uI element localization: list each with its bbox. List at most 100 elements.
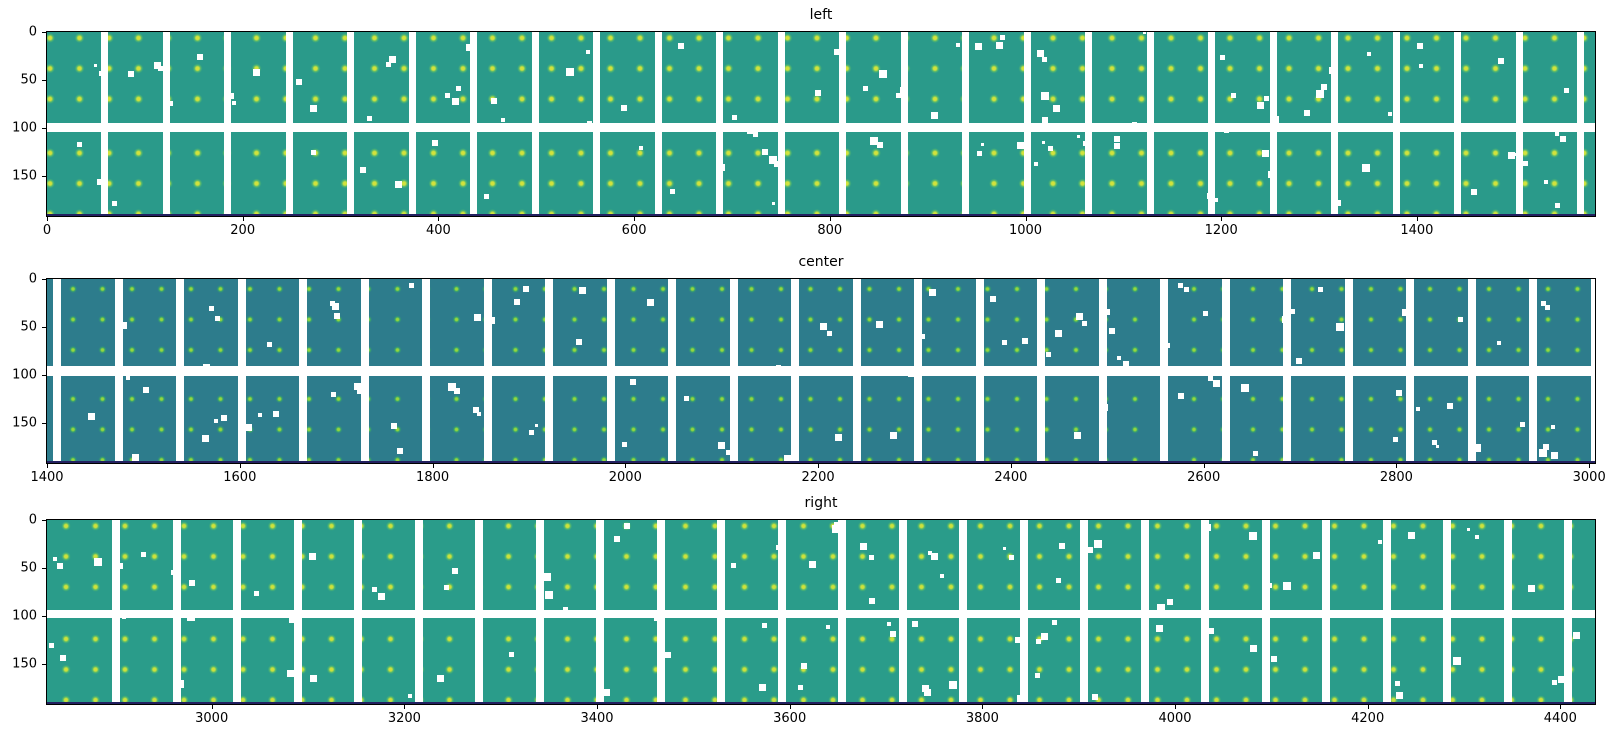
x-tick-mark — [1367, 705, 1369, 709]
dead-pixel — [228, 93, 235, 100]
dead-pixel — [484, 193, 490, 199]
x-tick-label: 1000 — [1008, 223, 1043, 238]
dead-pixel — [1320, 84, 1327, 91]
dead-pixel — [444, 584, 449, 590]
x-tick-label: 400 — [425, 223, 451, 238]
subplot-left-y-axis: 0 50 100 150 — [0, 25, 46, 217]
dead-pixel — [775, 369, 780, 374]
dead-pixel — [930, 553, 938, 561]
dead-pixel — [1407, 532, 1415, 540]
dead-pixel — [732, 115, 738, 121]
x-tick-label: 0 — [42, 223, 52, 238]
dead-pixel — [88, 412, 96, 420]
bottom-dark-row — [47, 702, 1595, 704]
dead-pixel — [797, 685, 803, 691]
dead-pixel — [1387, 112, 1392, 116]
dead-pixel — [1283, 582, 1292, 591]
x-tick-label: 2600 — [1187, 470, 1221, 485]
dead-pixel — [684, 395, 690, 401]
dead-pixel — [658, 622, 664, 628]
spot-lattice-lower — [47, 132, 1595, 214]
dead-pixel — [1315, 89, 1324, 98]
dead-pixel — [1559, 136, 1566, 143]
dead-pixel — [465, 43, 473, 51]
dead-pixel — [451, 567, 458, 574]
dead-pixel — [357, 387, 364, 395]
x-tick-label: 3400 — [580, 711, 614, 726]
subplot-center-y-axis: 0 50 100 150 — [0, 272, 46, 464]
x-tick-label: 4200 — [1351, 711, 1385, 726]
dead-pixel — [245, 424, 253, 432]
y-tick-label: 150 — [12, 415, 37, 431]
dead-pixel — [889, 431, 897, 439]
x-tick-label: 2400 — [994, 470, 1028, 485]
dead-pixel — [508, 652, 514, 658]
dead-pixel — [99, 71, 105, 77]
dead-pixel — [1048, 146, 1054, 152]
dead-pixel — [360, 167, 367, 174]
dead-pixel — [1123, 360, 1130, 367]
dead-pixel — [1528, 319, 1534, 325]
dead-pixel — [490, 97, 497, 104]
dead-pixel — [1328, 67, 1336, 75]
dead-pixel — [1041, 632, 1049, 640]
subplot-right-plot-area — [46, 519, 1596, 705]
dead-pixel — [1249, 645, 1257, 653]
y-tick-mark — [42, 567, 46, 569]
x-tick-mark — [634, 217, 636, 221]
dead-pixel — [397, 447, 404, 454]
dead-pixel — [253, 69, 261, 77]
dead-pixel — [1037, 50, 1045, 58]
dead-pixel — [784, 454, 793, 463]
dead-pixel — [1393, 116, 1400, 123]
dead-pixel — [981, 143, 985, 147]
dead-pixel — [1454, 159, 1461, 167]
dead-pixel — [1038, 446, 1042, 451]
dead-pixel — [878, 70, 887, 78]
dead-pixel — [1436, 445, 1440, 449]
dead-pixel — [1076, 313, 1083, 320]
dead-pixel — [613, 536, 620, 542]
dead-pixel — [1452, 656, 1461, 665]
dead-pixel — [1041, 116, 1048, 123]
x-tick-label: 800 — [817, 223, 843, 238]
dead-pixel — [1282, 316, 1290, 324]
dead-pixel — [1241, 383, 1250, 392]
subplot-left-title: left — [809, 7, 833, 23]
y-tick-label: 0 — [28, 271, 37, 287]
dead-pixel — [1087, 547, 1094, 554]
dead-pixel — [1041, 56, 1047, 62]
dead-pixel — [1497, 58, 1504, 65]
dead-pixel — [331, 302, 339, 310]
subplot-right-title: right — [804, 495, 838, 511]
dead-pixel — [386, 61, 392, 67]
dead-pixel — [928, 551, 933, 556]
x-tick-label: 3000 — [1572, 470, 1606, 485]
dead-pixel — [1473, 443, 1482, 452]
dead-pixel — [131, 453, 139, 461]
dead-pixel — [1008, 554, 1014, 560]
x-tick-mark — [1396, 464, 1398, 468]
dead-pixel — [1416, 43, 1423, 50]
dead-pixel — [97, 178, 104, 185]
dead-pixel — [1156, 624, 1164, 632]
bottom-dark-row — [47, 461, 1595, 463]
y-tick-mark — [42, 127, 46, 129]
x-tick-mark — [404, 705, 406, 709]
dead-pixel — [209, 305, 215, 311]
dead-pixel — [717, 163, 725, 171]
dead-pixel — [544, 591, 553, 600]
dead-pixel — [800, 662, 807, 669]
dead-pixel — [1266, 582, 1272, 588]
dead-pixel — [57, 562, 64, 569]
x-tick-mark — [818, 464, 820, 468]
spot-lattice-upper — [47, 32, 1595, 123]
dead-pixel — [1528, 585, 1536, 593]
y-tick-mark — [42, 79, 46, 81]
dead-pixel — [49, 643, 55, 648]
dead-pixel — [1214, 198, 1219, 203]
dead-pixel — [1183, 287, 1189, 293]
dead-pixel — [944, 125, 951, 132]
dead-pixel — [877, 141, 884, 148]
dead-pixel — [1253, 451, 1259, 457]
